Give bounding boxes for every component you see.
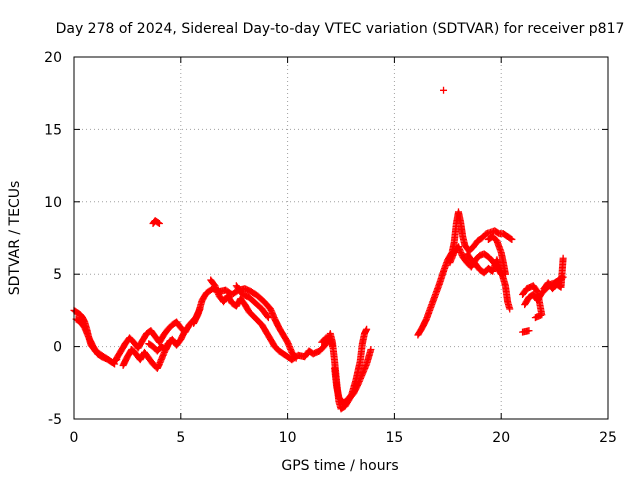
x-tick-label: 0 bbox=[70, 430, 79, 446]
data-point bbox=[263, 312, 271, 320]
data-point bbox=[166, 337, 174, 345]
x-tick-label: 25 bbox=[599, 430, 617, 446]
x-tick-labels: 0 5 10 15 20 25 bbox=[70, 430, 617, 446]
data-point bbox=[155, 220, 163, 228]
y-tick-label: 10 bbox=[44, 195, 62, 211]
data-point bbox=[501, 270, 509, 278]
data-point bbox=[363, 325, 371, 333]
data-point bbox=[507, 235, 515, 243]
chart-title: Day 278 of 2024, Sidereal Day-to-day VTE… bbox=[56, 21, 625, 37]
data-point bbox=[525, 327, 533, 335]
y-tick-label: 20 bbox=[44, 50, 62, 66]
y-tick-label: 15 bbox=[44, 122, 62, 138]
data-point bbox=[328, 343, 336, 351]
data-point bbox=[154, 219, 162, 227]
data-point bbox=[367, 345, 375, 353]
data-point bbox=[508, 235, 516, 243]
data-points bbox=[70, 86, 567, 413]
y-tick-label: -5 bbox=[48, 412, 62, 428]
grid bbox=[74, 57, 608, 419]
x-tick-label: 5 bbox=[176, 430, 185, 446]
data-point bbox=[531, 314, 539, 322]
data-point bbox=[181, 327, 189, 335]
data-point bbox=[506, 305, 514, 313]
x-tick-label: 10 bbox=[279, 430, 297, 446]
data-point bbox=[440, 86, 448, 94]
y-axis-label: SDTVAR / TECUs bbox=[7, 181, 23, 296]
y-tick-label: 0 bbox=[53, 340, 62, 356]
x-tick-label: 15 bbox=[385, 430, 403, 446]
x-axis-label: GPS time / hours bbox=[281, 458, 398, 474]
data-point bbox=[264, 314, 272, 322]
y-tick-label: 5 bbox=[53, 267, 62, 283]
plot-frame bbox=[73, 56, 609, 420]
data-point bbox=[559, 254, 567, 262]
y-tick-labels: -5 0 5 10 15 20 bbox=[44, 50, 62, 428]
x-tick-label: 20 bbox=[492, 430, 510, 446]
